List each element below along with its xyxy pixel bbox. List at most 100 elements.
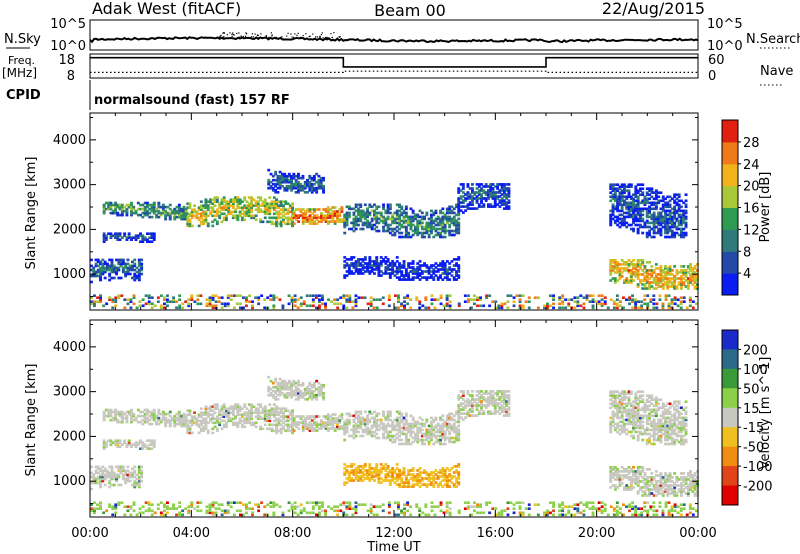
velocity-cell — [278, 383, 282, 387]
velocity-cell — [477, 398, 481, 401]
power-cell — [357, 264, 360, 267]
velocity-cell — [108, 475, 112, 479]
power-cell — [359, 264, 363, 267]
velocity-cell — [157, 418, 161, 422]
power-cell — [377, 205, 381, 209]
power-cell — [505, 187, 509, 190]
power-cell — [190, 214, 194, 218]
velocity-cell — [238, 421, 242, 425]
power-cell — [199, 208, 203, 212]
power-cell — [308, 208, 312, 211]
velocity-cell — [199, 407, 203, 411]
power-cell — [455, 231, 458, 235]
velocity-cell — [166, 412, 170, 416]
velocity-cell — [243, 417, 247, 421]
velocity-cell — [336, 417, 339, 420]
power-cell — [310, 186, 314, 190]
power-cell — [639, 267, 642, 270]
power-cell — [345, 270, 349, 273]
power-cell — [416, 268, 420, 271]
power-cell — [357, 207, 360, 211]
velocity-cell — [243, 421, 247, 425]
power-cell — [398, 235, 401, 239]
velocity-cell — [393, 418, 397, 422]
power-cell — [110, 270, 114, 274]
velocity-cell — [123, 441, 127, 445]
velocity-cell — [402, 424, 406, 428]
power-cell — [505, 205, 509, 208]
power-cell — [673, 195, 677, 199]
velocity-cell — [275, 407, 279, 411]
velocity-cell — [308, 393, 312, 397]
velocity-cell — [471, 390, 474, 393]
power-cell — [507, 195, 511, 198]
power-cell — [409, 278, 413, 281]
velocity-cell — [268, 427, 272, 431]
power-cell — [646, 304, 650, 308]
power-cell — [668, 217, 672, 221]
power-cell — [629, 277, 633, 280]
velocity-cell — [487, 410, 490, 413]
power-cell — [206, 224, 210, 228]
power-cell — [439, 223, 442, 227]
power-cell — [654, 191, 658, 195]
power-cell — [654, 281, 658, 284]
power-cell — [661, 269, 665, 272]
power-cell — [377, 262, 381, 265]
power-cell — [675, 273, 679, 276]
power-cell — [573, 300, 577, 304]
power-cell — [381, 296, 385, 300]
power-cell — [275, 200, 279, 204]
velocity-cell — [263, 411, 267, 415]
power-cell — [576, 300, 580, 304]
power-cell — [500, 185, 504, 188]
power-cell — [670, 225, 674, 229]
power-cell — [641, 217, 645, 221]
nsearch-point — [265, 35, 267, 37]
velocity-cell — [303, 387, 307, 391]
power-cell — [322, 214, 326, 217]
power-cell — [266, 212, 269, 216]
power-cell — [373, 217, 376, 221]
velocity-cell — [468, 404, 472, 407]
power-cell — [680, 199, 683, 203]
colorbar-tick-label: 28 — [743, 136, 760, 151]
velocity-cell — [359, 416, 363, 420]
power-cell — [691, 269, 695, 272]
power-cell — [443, 231, 447, 235]
power-cell — [455, 229, 458, 233]
power-cell — [132, 207, 136, 211]
power-cell — [347, 213, 351, 217]
power-cell — [613, 281, 617, 284]
velocity-cell — [416, 438, 420, 442]
power-cell — [345, 219, 349, 223]
velocity-cell — [186, 409, 190, 413]
power-cell — [661, 221, 665, 225]
velocity-cell — [238, 409, 242, 413]
power-cell — [99, 270, 102, 274]
power-cell — [518, 300, 522, 304]
power-cell — [609, 183, 613, 187]
power-cell — [686, 267, 690, 270]
power-cell — [673, 277, 677, 280]
power-cell — [611, 195, 615, 199]
velocity-cell — [218, 417, 222, 421]
power-cell — [347, 207, 351, 211]
power-cell — [292, 182, 296, 186]
velocity-cell — [275, 409, 279, 413]
power-cell — [404, 268, 408, 271]
power-cell — [197, 218, 201, 222]
power-cell — [304, 218, 307, 221]
power-cell — [471, 183, 474, 186]
power-cell — [345, 223, 349, 227]
power-cell — [373, 272, 376, 275]
power-cell — [180, 217, 184, 221]
velocity-cell — [118, 414, 122, 418]
power-cell — [245, 214, 249, 218]
velocity-cell — [350, 477, 354, 480]
velocity-cell — [152, 441, 156, 445]
power-cell — [432, 272, 436, 275]
power-cell — [675, 211, 679, 215]
power-cell — [268, 204, 272, 208]
